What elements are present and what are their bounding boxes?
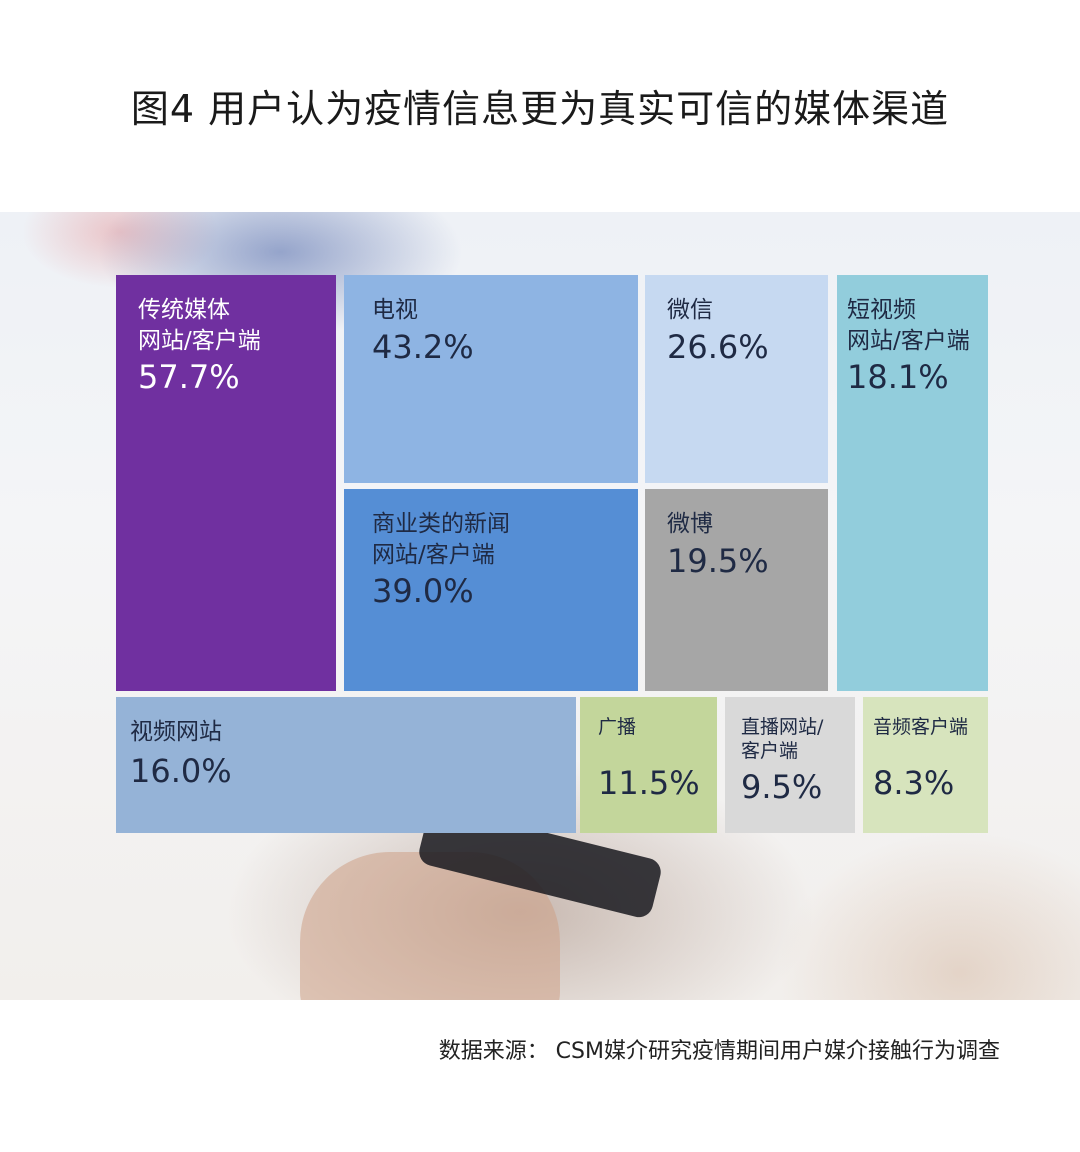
tile-value: 8.3% [873,764,955,802]
tile-label: 商业类的新闻 网站/客户端 [372,511,510,568]
tile-label: 直播网站/ 客户端 [741,716,824,762]
treemap-tile: 微博 19.5% [645,489,828,691]
treemap-tile: 传统媒体 网站/客户端 57.7% [116,275,336,691]
tile-value: 18.1% [847,358,949,396]
tile-label: 传统媒体 网站/客户端 [138,297,261,354]
tile-value: 9.5% [741,768,823,806]
tile-value: 57.7% [138,358,240,396]
treemap-tile: 电视 43.2% [344,275,638,483]
treemap-tile: 商业类的新闻 网站/客户端 39.0% [344,489,638,691]
tile-label: 广播 [598,716,637,738]
tile-label: 电视 [372,297,418,323]
treemap-tile: 微信 26.6% [645,275,828,483]
treemap-tile: 广播 11.5% [580,697,717,833]
treemap-tile: 音频客户端 8.3% [863,697,988,833]
tile-value: 19.5% [667,542,769,580]
tile-value: 26.6% [667,328,769,366]
tile-value: 16.0% [130,752,232,790]
treemap-tile: 视频网站 16.0% [116,697,576,833]
tile-label: 微信 [667,297,713,323]
tile-label: 短视频 网站/客户端 [847,297,970,354]
treemap-tile: 短视频 网站/客户端 18.1% [837,275,988,691]
tile-label: 音频客户端 [873,716,969,738]
chart-title: 图4 用户认为疫情信息更为真实可信的媒体渠道 [130,87,950,131]
tile-value: 11.5% [598,764,700,802]
tile-label: 视频网站 [130,719,222,745]
tile-value: 39.0% [372,572,474,610]
treemap-tile: 直播网站/ 客户端 9.5% [725,697,855,833]
data-source-note: 数据来源： CSM媒介研究疫情期间用户媒介接触行为调查 [438,1039,1000,1064]
tile-value: 43.2% [372,328,474,366]
tile-label: 微博 [667,511,713,537]
